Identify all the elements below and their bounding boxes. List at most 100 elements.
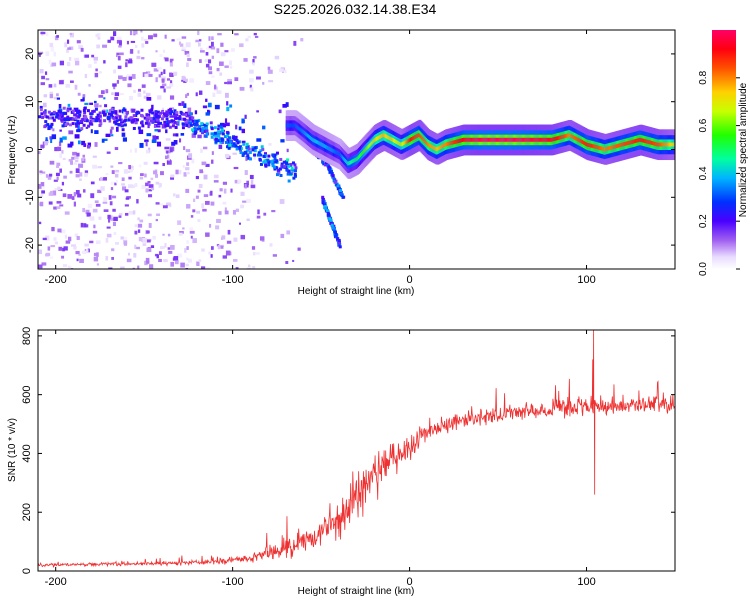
spectrogram-cell	[216, 67, 220, 72]
spectrogram-cell	[169, 147, 173, 153]
spectrogram-cell	[58, 246, 63, 251]
spectrogram-cell	[146, 260, 150, 264]
spectrogram-cell	[171, 124, 175, 128]
spectrogram-cell	[95, 33, 99, 38]
spectrogram-cell	[297, 247, 301, 251]
spectrogram-cell	[72, 109, 76, 113]
spectrogram-cell	[166, 150, 169, 154]
spectrogram-cell	[42, 185, 45, 189]
spectrogram-cell	[224, 81, 229, 85]
spectrogram-cell	[80, 222, 84, 228]
spectrogram-cell	[162, 115, 166, 119]
spectrogram-cell	[273, 165, 277, 169]
spectrogram-cell	[211, 151, 214, 155]
spectrogram-cell	[129, 30, 133, 36]
spectrogram-cell	[108, 195, 112, 200]
spectrogram-cell	[61, 229, 66, 234]
spectrogram-cell	[68, 56, 72, 61]
spectrogram-cell	[89, 112, 93, 116]
spectrogram-cell	[202, 208, 207, 212]
spectrogram-cell	[174, 125, 178, 129]
spectrogram-cell	[169, 83, 174, 87]
spectrogram-cell	[107, 39, 111, 43]
spectrogram-cell	[40, 31, 46, 35]
spectrogram-cell	[176, 121, 180, 125]
spectrogram-cell	[227, 81, 232, 85]
spectrogram-cell	[167, 247, 171, 250]
spectrogram-cell	[99, 122, 103, 126]
spectrogram-cell	[262, 154, 266, 158]
spectrogram-cell	[94, 200, 99, 204]
spectrogram-cell	[208, 45, 212, 49]
spectrogram-cell	[330, 172, 334, 176]
spectrogram-cell	[215, 225, 220, 230]
spectrogram-cell	[261, 147, 265, 151]
spectrogram-cell	[49, 173, 53, 177]
colorbar: 0.0 0.2 0.4 0.6 0.8 Normalized spectral ampl…	[698, 30, 749, 276]
spectrogram-cell	[118, 45, 122, 48]
spectrogram-cell	[128, 165, 134, 171]
spectrogram-cell	[205, 267, 211, 269]
spectrogram-cell	[266, 158, 270, 162]
spectrogram-cell	[49, 42, 54, 48]
spectrogram-cell	[47, 246, 51, 251]
spectrogram-cell	[110, 181, 114, 185]
spectrogram-cell	[290, 166, 294, 170]
spectrogram-cell	[133, 120, 137, 124]
spectrogram-cell	[187, 57, 192, 62]
spectrogram-cell	[193, 119, 197, 123]
spectrogram-cell	[64, 118, 68, 122]
spectrogram-cell	[160, 245, 165, 250]
spectrogram-cell	[245, 156, 248, 161]
colorbar-tick-label: 0.6	[698, 118, 709, 132]
spectrogram-cell	[222, 255, 227, 259]
spectrogram-cell	[216, 218, 221, 224]
spectrogram-cell	[148, 73, 153, 77]
spectrogram-cell	[150, 177, 154, 181]
spectrogram-cell	[68, 107, 72, 111]
spectrogram-cell	[145, 188, 149, 193]
spectrogram-cell	[211, 55, 215, 59]
spectrogram-cell	[218, 144, 223, 149]
spectrogram-cell	[273, 153, 277, 157]
spectrogram-cell	[250, 184, 256, 189]
spectrogram-cell	[154, 173, 159, 178]
spectrogram-cell	[102, 111, 106, 115]
spectrogram-cell	[74, 116, 78, 120]
spectrogram-cell	[292, 176, 296, 180]
spectrogram-cell	[107, 214, 111, 220]
spectrogram-cell	[164, 120, 169, 126]
spectrogram-cell	[253, 146, 257, 150]
spectrogram-cell	[54, 146, 60, 152]
spectrogram-cell	[148, 223, 152, 228]
spectrogram-cell	[160, 71, 163, 76]
spectrogram-cell	[223, 188, 227, 194]
spectrogram-cell	[233, 259, 238, 262]
spectrogram-cell	[254, 35, 259, 38]
spectrogram-cell	[253, 56, 257, 59]
spectrogram-cell	[207, 59, 212, 64]
colorbar-tick-label: 0.0	[698, 262, 709, 276]
spectrogram-cell	[195, 39, 200, 43]
spectrogram-cell	[177, 253, 183, 258]
spectrogram-cell	[205, 232, 210, 237]
spectrogram-cell	[145, 182, 149, 187]
spectrogram-cell	[159, 121, 163, 125]
spectrogram-cell	[106, 151, 111, 154]
spectrogram-cell	[98, 111, 102, 115]
spectrogram-cell	[40, 144, 45, 148]
spectrogram-cell	[327, 213, 331, 217]
spectrogram-cell	[142, 243, 147, 246]
spectrogram-cell	[102, 201, 108, 204]
spectrogram-cell	[89, 240, 94, 244]
spectrogram-cell	[53, 83, 57, 88]
spectrogram-cell	[186, 204, 191, 209]
spectrogram-cell	[181, 117, 185, 121]
spectrogram-cell	[41, 190, 45, 194]
spectrogram-cell	[92, 155, 97, 158]
spectrogram-cell	[146, 97, 152, 101]
spectrogram-cell	[203, 146, 208, 150]
x-tick-label: 0	[407, 576, 413, 588]
spectrogram-cell	[163, 120, 167, 124]
